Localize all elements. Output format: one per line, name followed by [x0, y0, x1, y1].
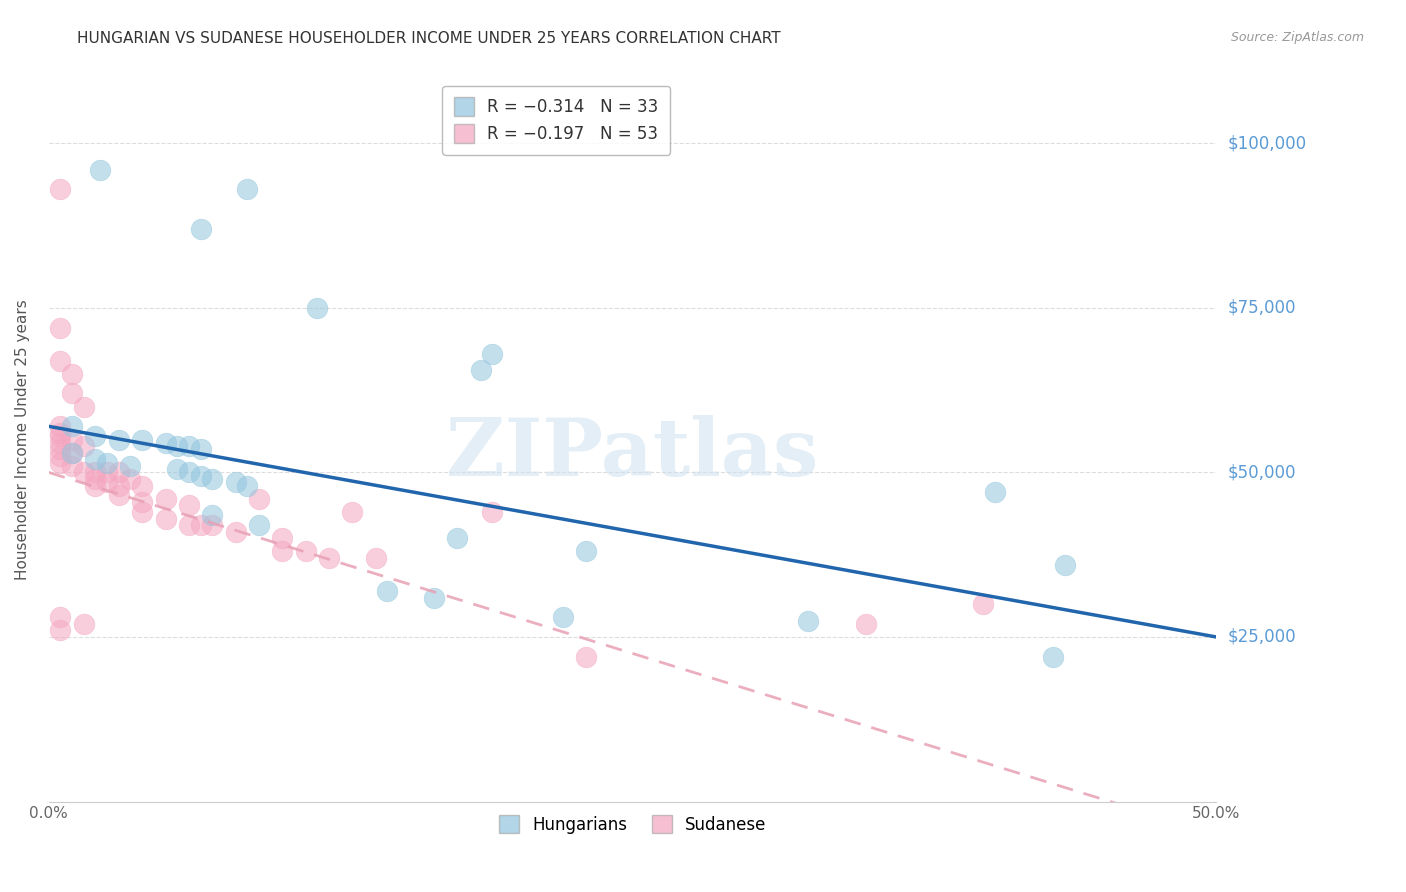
Point [446, 531, 468, 545]
Point [236, 478, 259, 492]
Point [60, 386, 83, 401]
Point [177, 518, 200, 533]
Point [551, 610, 574, 624]
Point [364, 551, 387, 566]
Text: ZIPatlas: ZIPatlas [447, 415, 818, 493]
Point [49, 442, 72, 457]
Point [96, 466, 118, 480]
Point [201, 518, 224, 533]
Point [49, 610, 72, 624]
Point [84, 478, 107, 492]
Point [190, 442, 212, 457]
Point [60, 445, 83, 459]
Point [855, 616, 877, 631]
Point [49, 449, 72, 463]
Point [201, 472, 224, 486]
Point [481, 505, 503, 519]
Point [177, 466, 200, 480]
Point [49, 456, 72, 470]
Text: HUNGARIAN VS SUDANESE HOUSEHOLDER INCOME UNDER 25 YEARS CORRELATION CHART: HUNGARIAN VS SUDANESE HOUSEHOLDER INCOME… [77, 31, 780, 46]
Point [307, 301, 329, 315]
Point [377, 583, 399, 598]
Legend: Hungarians, Sudanese: Hungarians, Sudanese [488, 805, 776, 844]
Point [89, 162, 111, 177]
Point [247, 491, 270, 506]
Point [49, 429, 72, 443]
Point [49, 425, 72, 440]
Point [575, 544, 598, 558]
Point [108, 488, 131, 502]
Point [318, 551, 340, 566]
Point [131, 495, 153, 509]
Point [247, 518, 270, 533]
Point [190, 222, 212, 236]
Point [84, 472, 107, 486]
Point [108, 433, 131, 447]
Point [190, 468, 212, 483]
Point [481, 347, 503, 361]
Point [96, 475, 118, 490]
Point [423, 591, 446, 605]
Point [49, 419, 72, 434]
Point [131, 478, 153, 492]
Point [60, 445, 83, 459]
Point [166, 439, 188, 453]
Point [108, 466, 131, 480]
Y-axis label: Householder Income Under 25 years: Householder Income Under 25 years [15, 299, 30, 580]
Text: Source: ZipAtlas.com: Source: ZipAtlas.com [1230, 31, 1364, 45]
Point [84, 466, 107, 480]
Point [60, 458, 83, 473]
Point [49, 435, 72, 450]
Point [73, 466, 96, 480]
Point [177, 439, 200, 453]
Point [131, 505, 153, 519]
Point [155, 435, 177, 450]
Text: $25,000: $25,000 [1227, 628, 1296, 646]
Point [49, 320, 72, 334]
Point [49, 182, 72, 196]
Point [575, 649, 598, 664]
Point [60, 367, 83, 381]
Point [120, 472, 142, 486]
Point [1053, 558, 1076, 572]
Point [190, 518, 212, 533]
Point [225, 524, 247, 539]
Point [271, 544, 294, 558]
Point [983, 485, 1005, 500]
Point [84, 452, 107, 467]
Point [73, 616, 96, 631]
Point [294, 544, 316, 558]
Point [49, 624, 72, 638]
Point [84, 429, 107, 443]
Text: $75,000: $75,000 [1227, 299, 1296, 317]
Point [972, 597, 994, 611]
Text: $50,000: $50,000 [1227, 464, 1296, 482]
Point [131, 433, 153, 447]
Point [155, 491, 177, 506]
Point [342, 505, 364, 519]
Point [73, 400, 96, 414]
Point [470, 363, 492, 377]
Point [177, 499, 200, 513]
Point [73, 439, 96, 453]
Point [120, 458, 142, 473]
Point [49, 353, 72, 368]
Point [60, 419, 83, 434]
Point [271, 531, 294, 545]
Text: $100,000: $100,000 [1227, 135, 1306, 153]
Point [96, 456, 118, 470]
Point [201, 508, 224, 523]
Point [236, 182, 259, 196]
Point [225, 475, 247, 490]
Point [166, 462, 188, 476]
Point [155, 511, 177, 525]
Point [60, 433, 83, 447]
Point [1042, 649, 1064, 664]
Point [796, 614, 818, 628]
Point [108, 478, 131, 492]
